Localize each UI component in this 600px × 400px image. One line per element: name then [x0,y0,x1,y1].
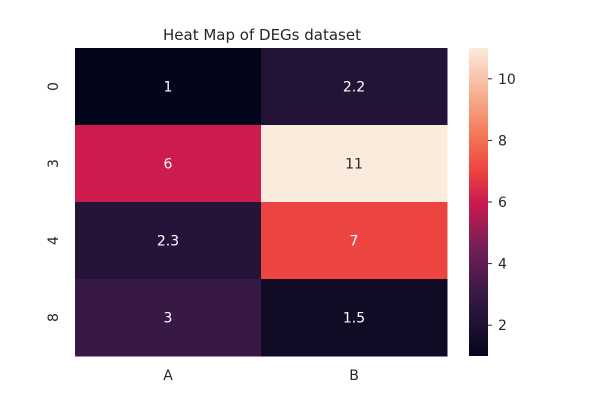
heatmap-cell-label: 7 [350,234,359,250]
y-axis-ticks: 0 3 4 8 [46,82,62,322]
colorbar-tick-label: 10 [498,72,516,88]
y-tick-label: 8 [46,313,62,322]
heatmap-cell-label: 11 [345,157,363,173]
colorbar-gradient [469,48,488,356]
colorbar: 2 4 6 8 10 [469,48,516,356]
colorbar-tick-label: 6 [498,195,507,211]
heatmap-cell-label: 2.2 [343,80,365,96]
heatmap-cell-3-B [261,125,448,203]
y-tick-label: 3 [46,159,62,168]
heatmap-cell-0-B [261,48,448,126]
heatmap-cells: 1 2.2 6 11 2.3 7 3 1.5 [75,48,448,357]
colorbar-tick-label: 8 [498,133,507,149]
chart-title: Heat Map of DEGs dataset [163,26,361,44]
colorbar-tick-label: 4 [498,257,507,273]
heatmap-cell-8-A [75,279,262,357]
heatmap-cell-label: 3 [164,311,173,327]
heatmap-cell-3-A [75,125,262,203]
heatmap-cell-0-A [75,48,262,126]
y-tick-label: 0 [46,82,62,91]
colorbar-tick-label: 2 [498,318,507,334]
x-tick-label: B [349,368,359,384]
x-tick-label: A [163,368,173,384]
heatmap-cell-8-B [261,279,448,357]
heatmap-cell-label: 2.3 [157,234,179,250]
y-tick-label: 4 [46,236,62,245]
heatmap-cell-4-B [261,202,448,280]
heatmap-cell-label: 1.5 [343,311,365,327]
heatmap-cell-label: 6 [164,157,173,173]
heatmap-cell-label: 1 [164,80,173,96]
heatmap-cell-4-A [75,202,262,280]
